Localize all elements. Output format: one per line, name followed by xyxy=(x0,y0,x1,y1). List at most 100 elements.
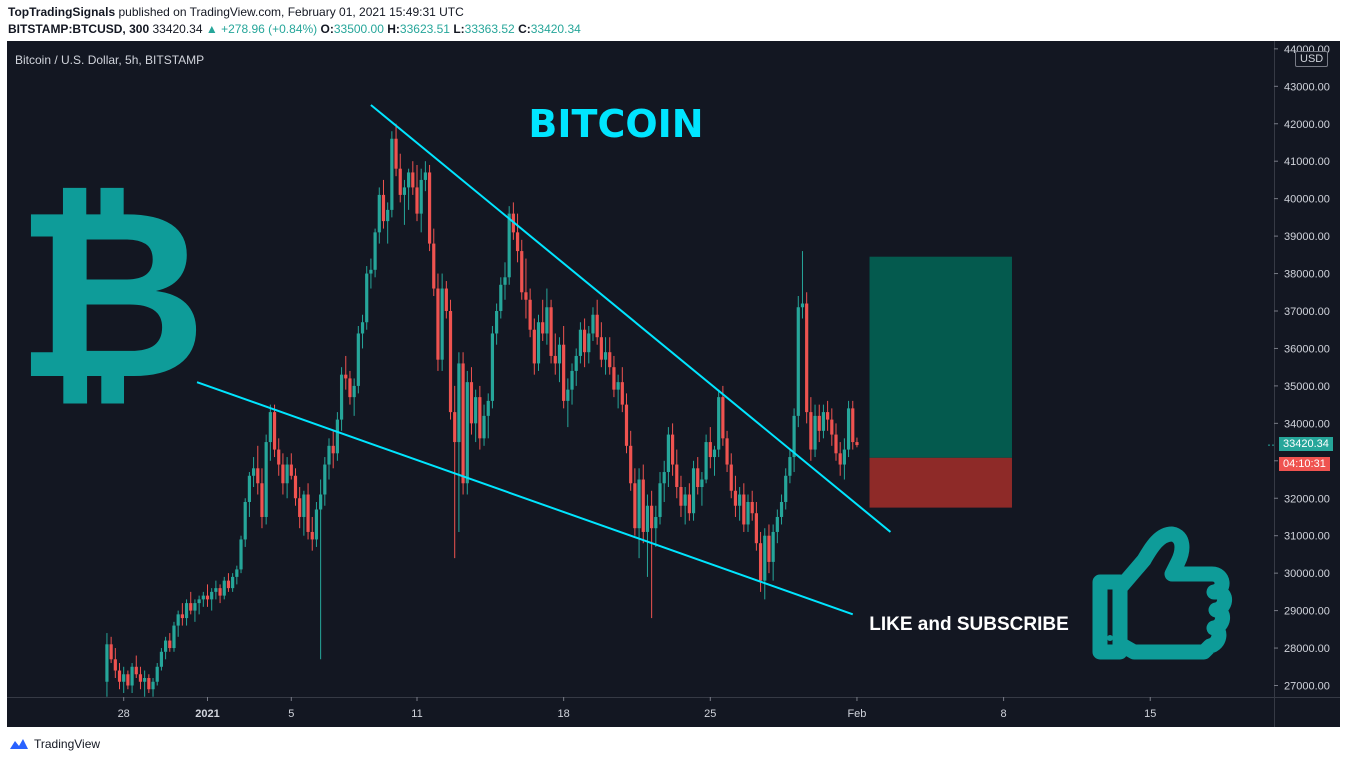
candle-body xyxy=(520,251,524,293)
candle-body xyxy=(465,382,469,484)
close-label: C: xyxy=(518,22,531,36)
price-change: ▲ +278.96 (+0.84%) xyxy=(205,22,318,36)
candle-body xyxy=(147,678,151,690)
candle-body xyxy=(323,464,327,495)
candle-body xyxy=(838,453,842,465)
x-tick-label: 2021 xyxy=(195,708,219,720)
candle-body xyxy=(285,464,289,484)
candle-body xyxy=(205,595,210,600)
candle-body xyxy=(683,494,687,506)
candle-body xyxy=(792,415,796,458)
candle-body xyxy=(176,614,180,626)
candle-body xyxy=(583,329,587,353)
last-price-tag: 33420.34 xyxy=(1279,437,1333,451)
candle-body xyxy=(851,408,855,443)
candle-body xyxy=(729,464,733,491)
candle-body xyxy=(507,213,511,278)
candle-body xyxy=(427,172,432,244)
candle-body xyxy=(687,494,691,514)
candle-body xyxy=(645,505,650,532)
candle-body xyxy=(109,644,113,660)
candle-body xyxy=(134,666,138,675)
candle-body xyxy=(448,311,453,413)
candle-body xyxy=(474,397,478,424)
candle-body xyxy=(712,449,717,458)
candle-body xyxy=(126,674,130,686)
candle-body xyxy=(226,580,231,589)
lower-trendline xyxy=(196,381,854,616)
candle-body xyxy=(105,644,109,682)
candle-body xyxy=(168,640,172,649)
candle-body xyxy=(365,273,369,323)
candle-body xyxy=(314,509,319,540)
candle-body xyxy=(197,599,201,604)
candle-body xyxy=(289,464,293,476)
candle-body xyxy=(708,442,712,458)
candle-body xyxy=(482,415,486,439)
candle-body xyxy=(256,468,260,484)
candle-body xyxy=(528,299,532,330)
candle-body xyxy=(440,288,444,360)
currency-badge[interactable]: USD xyxy=(1295,51,1329,67)
candle-body xyxy=(369,269,373,274)
candle-body xyxy=(180,614,184,619)
candlestick-chart[interactable]: ₿ BITCOIN LIKE and SUBSCRIBE Bitcoin / U.S.… xyxy=(7,41,1340,727)
candle-body xyxy=(339,374,344,420)
candle-body xyxy=(562,344,566,401)
last-price: 33420.34 xyxy=(152,22,203,36)
y-tick-label: 42000.00 xyxy=(1284,119,1330,131)
candle-body xyxy=(201,595,205,600)
candle-body xyxy=(268,412,272,443)
countdown-tag: 04:10:31 xyxy=(1279,457,1330,471)
candle-body xyxy=(423,172,427,180)
candle-body xyxy=(398,168,402,195)
candle-body xyxy=(587,333,591,353)
candle-body xyxy=(486,400,490,416)
high-value: 33623.51 xyxy=(399,22,450,36)
high-label: H: xyxy=(387,22,400,36)
candle-body xyxy=(805,303,809,413)
candle-body xyxy=(750,501,754,514)
open-label: O: xyxy=(320,22,334,36)
candle-body xyxy=(214,588,218,592)
chart-frame[interactable]: ₿ BITCOIN LIKE and SUBSCRIBE Bitcoin / U.S.… xyxy=(7,41,1340,727)
y-tick-label: 36000.00 xyxy=(1284,343,1330,355)
candle-body xyxy=(490,333,495,401)
candle-body xyxy=(222,580,226,596)
candle-body xyxy=(570,370,574,390)
candle-body xyxy=(143,678,147,682)
candle-body xyxy=(771,531,775,562)
candle-body xyxy=(122,674,126,682)
tradingview-brand: TradingView xyxy=(34,737,101,751)
candle-body xyxy=(553,355,557,364)
candle-body xyxy=(738,494,742,506)
candle-body xyxy=(210,591,214,600)
y-tick-label: 41000.00 xyxy=(1284,156,1330,168)
candle-body xyxy=(356,333,360,386)
publisher-name[interactable]: TopTradingSignals xyxy=(8,5,116,19)
tradingview-footer[interactable]: TradingView xyxy=(8,737,100,751)
candle-body xyxy=(239,539,243,570)
candle-body xyxy=(549,307,553,356)
candle-body xyxy=(599,337,603,360)
candle-body xyxy=(247,475,251,502)
candle-body xyxy=(675,464,679,488)
candle-body xyxy=(193,603,197,611)
y-tick-label: 38000.00 xyxy=(1284,269,1330,281)
candle-body xyxy=(302,494,306,517)
y-tick-label: 32000.00 xyxy=(1284,493,1330,505)
candle-body xyxy=(557,344,562,364)
candle-body xyxy=(767,535,771,562)
candle-body xyxy=(444,288,448,311)
candle-body xyxy=(335,419,339,454)
candle-body xyxy=(327,445,331,465)
candle-body xyxy=(319,494,323,510)
candle-body xyxy=(272,412,277,450)
candle-body xyxy=(243,501,247,540)
candle-body xyxy=(758,543,763,581)
bitcoin-symbol-icon: ₿ xyxy=(15,159,207,432)
x-tick-label: 5 xyxy=(288,708,294,720)
candle-body xyxy=(574,355,578,371)
candle-body xyxy=(834,434,838,454)
candle-body xyxy=(159,651,164,667)
